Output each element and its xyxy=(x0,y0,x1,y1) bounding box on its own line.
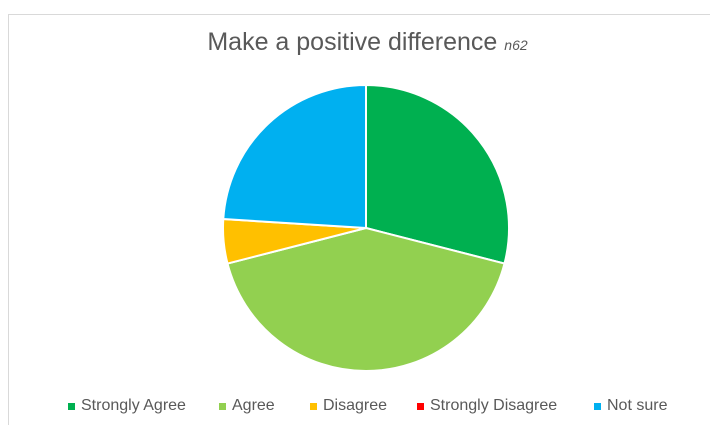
legend-item-not-sure: Not sure xyxy=(594,397,667,415)
pie-slice-strongly-agree xyxy=(365,83,510,265)
legend-swatch-strongly-agree xyxy=(68,402,75,410)
pie-slice-not-sure xyxy=(222,83,367,230)
chart-title: Make a positive difference n62 xyxy=(0,28,710,57)
legend-swatch-disagree xyxy=(310,402,317,410)
pie-slice-agree xyxy=(226,226,506,373)
legend-item-disagree: Disagree xyxy=(310,397,387,415)
legend-swatch-agree xyxy=(219,402,226,410)
legend-label-strongly-disagree: Strongly Disagree xyxy=(430,397,558,414)
legend-item-strongly-agree: Strongly Agree xyxy=(68,397,186,415)
legend-label-disagree: Disagree xyxy=(323,397,388,414)
chart-title-text: Make a positive difference xyxy=(207,28,498,56)
legend-item-agree: Agree xyxy=(219,397,283,415)
legend-swatch-not-sure xyxy=(594,402,601,410)
legend-label-not-sure: Not sure xyxy=(607,397,668,414)
legend-item-strongly-disagree: Strongly Disagree xyxy=(417,397,557,415)
legend-label-strongly-agree: Strongly Agree xyxy=(81,397,186,414)
legend-label-agree: Agree xyxy=(232,397,275,414)
chart-subtitle: n62 xyxy=(504,37,528,53)
chart-legend: Strongly Agree Agree Disagree Strongly D… xyxy=(0,397,710,419)
legend-swatch-strongly-disagree xyxy=(417,402,424,410)
